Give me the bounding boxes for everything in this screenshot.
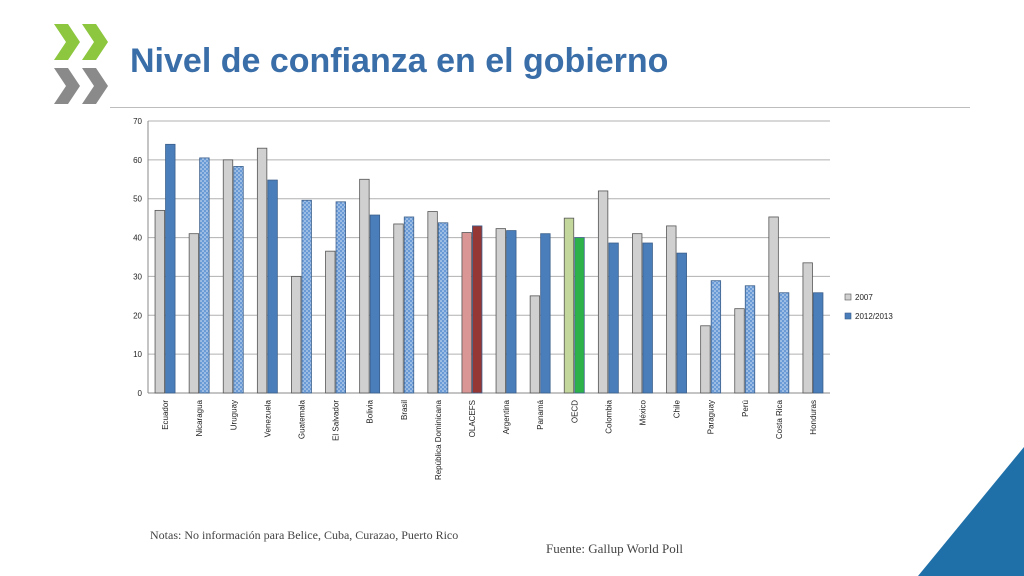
bar-2007-0 — [154, 209, 165, 394]
category-label: OLACEFS — [468, 400, 477, 437]
oecd-logo-icon — [54, 24, 108, 104]
category-label: Guatemala — [297, 399, 306, 439]
category-label: Honduras — [809, 400, 818, 435]
page-title: Nivel de confianza en el gobierno — [130, 42, 669, 80]
bar-2012-13 — [608, 242, 619, 394]
bar-2012-15 — [676, 252, 687, 394]
bar-2007-12 — [563, 217, 575, 394]
bar-2007-4 — [291, 276, 302, 394]
y-tick-label: 40 — [133, 234, 142, 243]
bar-2007-7 — [393, 223, 404, 394]
bar-2012-0 — [165, 143, 176, 394]
title-divider — [110, 107, 970, 108]
bar-2007-9 — [461, 232, 472, 394]
y-tick-label: 50 — [133, 195, 142, 204]
bar-2007-17 — [734, 308, 745, 394]
bar-2012-6 — [369, 214, 381, 394]
y-tick-label: 0 — [138, 389, 143, 398]
bar-2012-3 — [267, 179, 278, 394]
y-tick-label: 30 — [133, 272, 142, 281]
category-label: México — [638, 399, 647, 425]
bar-2012-12 — [574, 237, 585, 394]
bar-2007-6 — [359, 178, 370, 394]
bar-2007-1 — [188, 233, 200, 394]
category-label: Costa Rica — [775, 399, 784, 439]
bar-2012-18 — [778, 292, 790, 394]
legend-label-2012: 2012/2013 — [855, 312, 893, 321]
category-label: Ecuador — [161, 400, 170, 430]
axis-labels: 0 10 20 30 40 50 60 70 Ecuador Nicaragua Uruguay Ve… — [133, 117, 818, 480]
source-text: Fuente: Gallup World Poll — [546, 541, 684, 556]
bar-2012-11 — [540, 233, 551, 394]
bar-2012-5 — [335, 201, 346, 394]
y-tick-label: 60 — [133, 156, 142, 165]
legend-swatch-2012 — [844, 312, 852, 320]
y-tick-label: 70 — [133, 117, 142, 126]
bar-2007-8 — [427, 211, 438, 394]
bar-2007-13 — [597, 190, 609, 394]
category-label: Colombia — [604, 399, 613, 433]
category-label: Paraguay — [707, 400, 716, 434]
bar-2012-17 — [744, 285, 756, 394]
category-label: Panamá — [536, 399, 545, 429]
category-label: Brasil — [400, 400, 409, 420]
bar-2012-9 — [472, 225, 483, 394]
notes-text: Notas: No información para Belice, Cuba,… — [150, 528, 459, 542]
bar-2007-19 — [802, 262, 813, 394]
category-label: Bolivia — [366, 399, 375, 423]
bar-2007-14 — [632, 233, 643, 394]
category-label: Uruguay — [229, 400, 238, 430]
bar-2012-8 — [437, 222, 449, 394]
category-label: Perú — [741, 400, 750, 417]
bar-2012-10 — [506, 230, 517, 394]
category-label: Chile — [673, 399, 682, 418]
bar-2012-19 — [813, 292, 824, 394]
category-label: República Dominicana — [434, 399, 443, 480]
category-label: Argentina — [502, 399, 511, 434]
bar-2012-1 — [199, 157, 210, 394]
category-label: Nicaragua — [195, 399, 204, 436]
bars — [154, 143, 824, 394]
bar-2012-2 — [233, 166, 244, 394]
y-tick-label: 10 — [133, 350, 142, 359]
bar-2007-10 — [495, 228, 506, 394]
legend-swatch-2007 — [844, 293, 852, 301]
category-label: El Salvador — [332, 400, 341, 441]
bar-2007-11 — [529, 295, 541, 394]
legend-label-2007: 2007 — [855, 293, 873, 302]
bar-2007-15 — [666, 225, 677, 394]
bar-2012-14 — [642, 242, 653, 394]
bar-2007-3 — [256, 147, 268, 394]
y-tick-label: 20 — [133, 311, 142, 320]
bar-2007-5 — [325, 250, 336, 394]
bar-2012-7 — [403, 216, 415, 394]
bar-2007-16 — [700, 325, 711, 394]
bar-2012-4 — [301, 199, 312, 394]
legend: 2007 2012/2013 — [844, 293, 893, 321]
category-label: Venezuela — [263, 399, 272, 437]
category-label: OECD — [570, 400, 579, 423]
bar-2012-16 — [710, 280, 722, 394]
bar-2007-18 — [768, 216, 779, 394]
bar-2007-2 — [222, 159, 234, 394]
